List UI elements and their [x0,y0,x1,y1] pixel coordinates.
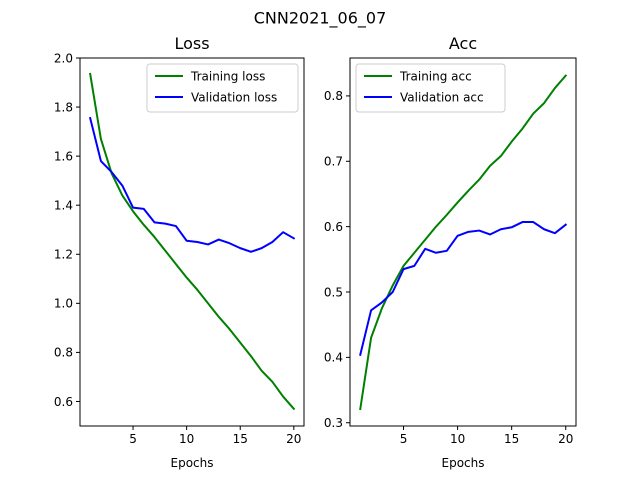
plot2-ytick-label: 0.8 [324,89,343,103]
plot1-line-training-loss [89,72,296,411]
plot1-frame [79,57,305,427]
plot1-xtick-label: 20 [286,432,301,446]
plot2-ytick-label: 0.5 [324,285,343,299]
plot1-xtick-label: 15 [233,432,248,446]
plot1-ytick-label: 1.4 [54,199,73,213]
plot2-xlabel: Epochs [442,456,485,470]
plot2-line-validation-acc [359,221,568,356]
plot1-axes: Loss 5 10 15 20 0.6 0.8 1.0 1.2 1.4 1.6 1.8 2.0 Epoch… [54,34,305,470]
plot2-line-training-acc [359,74,568,411]
plot2-title: Acc [449,34,477,53]
plot2-xtick-label: 15 [504,432,519,446]
plot2-xtick-label: 20 [558,432,573,446]
plot2-xtick-label: 10 [450,432,465,446]
plot2-ytick-label: 0.4 [324,351,343,365]
plot2-legend-box [355,63,506,113]
plot1-legend: Training loss Validation loss [146,63,299,113]
plot1-xtick-label: 10 [179,432,194,446]
plot2-legend: Training acc Validation acc [355,63,506,113]
plot1-legend-box [146,63,299,113]
plot2-legend-label: Training acc [399,69,472,83]
plot2-ytick-label: 0.3 [324,416,343,430]
plot2-frame [349,57,577,427]
plot1-ytick-label: 2.0 [54,51,73,65]
subplots: Loss 5 10 15 20 0.6 0.8 1.0 1.2 1.4 1.6 1.8 2.0 Epoch… [54,34,577,470]
plot1-ytick-label: 1.2 [54,248,73,262]
plot1-ytick-label: 1.8 [54,100,73,114]
plot1-title: Loss [174,34,209,53]
plot1-legend-label: Training loss [190,69,265,83]
plot1-line-validation-loss [88,116,296,253]
figure-title: CNN2021_06_07 [254,9,387,29]
plot2-ytick-label: 0.7 [324,155,343,169]
plot2-ytick-label: 0.6 [324,220,343,234]
plot2-axes: Acc 5 10 15 20 0.3 0.4 0.5 0.6 0.7 0.8 Epochs Traini… [324,34,577,470]
plot1-xlabel: Epochs [171,456,214,470]
plot1-ytick-label: 0.8 [54,346,73,360]
plot1-legend-label: Validation loss [191,90,277,104]
plot1-ytick-label: 0.6 [54,395,73,409]
plot2-legend-label: Validation acc [400,90,484,104]
plot2-xtick-label: 5 [400,432,408,446]
plot1-xtick-label: 5 [129,432,137,446]
plot1-ytick-label: 1.0 [54,297,73,311]
plot1-ytick-label: 1.6 [54,149,73,163]
